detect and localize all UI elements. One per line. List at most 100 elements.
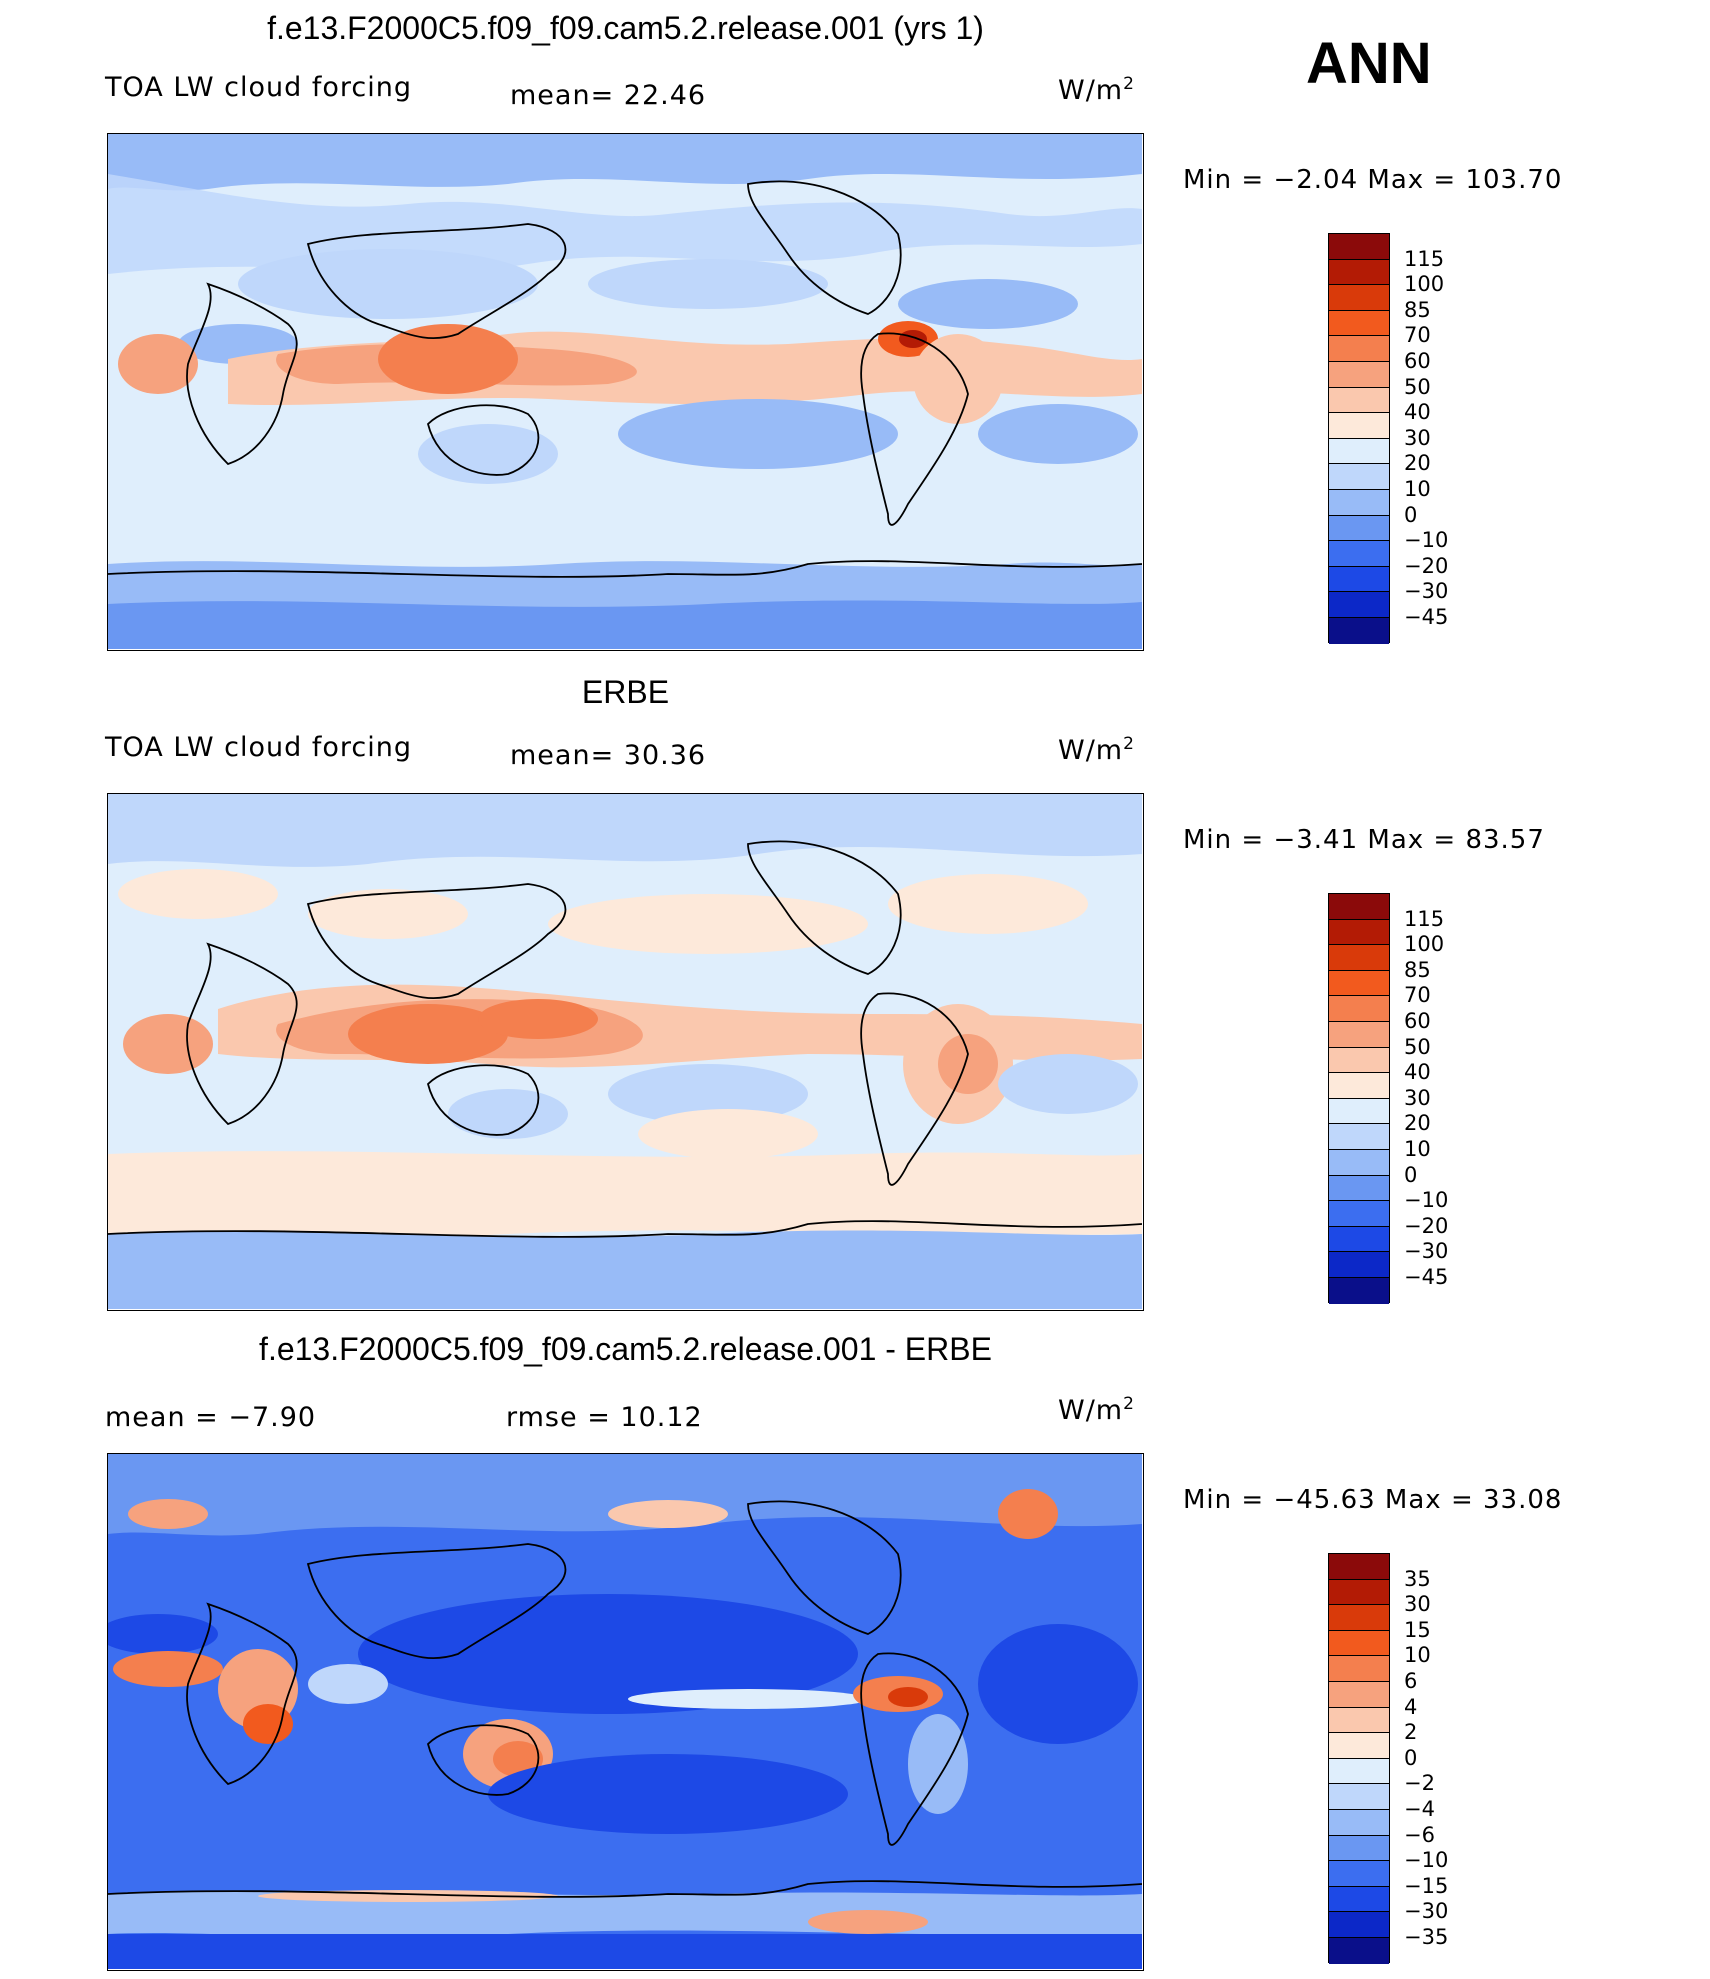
colorbar-tick-label: −45	[1404, 1265, 1449, 1289]
panel-3-title: f.e13.F2000C5.f09_f09.cam5.2.release.001…	[259, 1331, 992, 1367]
panel-1-units: W/m2	[1058, 74, 1135, 106]
panel-3-rmse-label: rmse = 10.12	[506, 1402, 703, 1433]
colorbar-segment	[1329, 1277, 1389, 1304]
panel-1-map	[107, 133, 1144, 651]
panel-1-variable-label: TOA LW cloud forcing	[105, 72, 412, 103]
colorbar-tick-label: 4	[1404, 1694, 1418, 1719]
colorbar-tick-label: −10	[1404, 1188, 1449, 1213]
colorbar-segment	[1329, 945, 1389, 971]
colorbar-segment	[1329, 894, 1389, 920]
colorbar-segment	[1329, 464, 1389, 490]
colorbar-segment	[1329, 1937, 1389, 1964]
colorbar-tick-label: −30	[1404, 579, 1449, 604]
colorbar-segment	[1329, 996, 1389, 1022]
colorbar-segment	[1329, 1149, 1389, 1176]
colorbar-segment	[1329, 515, 1389, 542]
colorbar-segment	[1329, 1886, 1389, 1913]
panel-1-title: f.e13.F2000C5.f09_f09.cam5.2.release.001…	[267, 10, 984, 46]
colorbar-segment	[1329, 1835, 1389, 1862]
colorbar-segment	[1329, 1021, 1389, 1048]
colorbar-segment	[1329, 1912, 1389, 1938]
colorbar-segment	[1329, 1630, 1389, 1657]
colorbar-segment	[1329, 1758, 1389, 1785]
colorbar-tick-label: 20	[1404, 1111, 1431, 1136]
season-label: ANN	[1306, 31, 1432, 96]
colorbar-segment	[1329, 1124, 1389, 1150]
colorbar-tick-label: −30	[1404, 1239, 1449, 1264]
colorbar-segment	[1329, 617, 1389, 644]
colorbar-segment	[1329, 1098, 1389, 1125]
colorbar-tick-label: 30	[1404, 1085, 1431, 1110]
colorbar-segment	[1329, 1579, 1389, 1606]
colorbar-segment	[1329, 1861, 1389, 1887]
colorbar-tick-label: 10	[1404, 1137, 1431, 1161]
colorbar-tick-label: 30	[1404, 425, 1431, 450]
panel-3-map	[107, 1453, 1144, 1971]
colorbar-segment	[1329, 361, 1389, 388]
colorbar-segment	[1329, 1047, 1389, 1074]
colorbar-segment	[1329, 919, 1389, 946]
panel-3-units: W/m2	[1058, 1394, 1135, 1426]
panel-3-mean-label: mean = −7.90	[105, 1402, 317, 1433]
panel-2-mean-label: mean= 30.36	[510, 740, 707, 771]
panel-2-variable-label: TOA LW cloud forcing	[105, 732, 412, 763]
colorbar-tick-label: 2	[1404, 1720, 1418, 1745]
panel-2-map	[107, 793, 1144, 1311]
colorbar-tick-label: 10	[1404, 1643, 1431, 1668]
colorbar-segment	[1329, 1707, 1389, 1734]
colorbar-tick-label: 85	[1404, 957, 1431, 982]
colorbar-tick-label: −2	[1404, 1771, 1435, 1796]
colorbar-tick-label: 40	[1404, 1060, 1431, 1085]
colorbar-tick-label: 20	[1404, 451, 1431, 476]
colorbar-segment	[1329, 1681, 1389, 1708]
colorbar-tick-label: −30	[1404, 1899, 1449, 1924]
colorbar-segment	[1329, 1201, 1389, 1227]
colorbar-tick-label: −20	[1404, 1213, 1449, 1238]
colorbar-segment	[1329, 310, 1389, 337]
colorbar-tick-label: 115	[1404, 246, 1445, 271]
colorbar-tick-label: −10	[1404, 1848, 1449, 1873]
colorbar-segment	[1329, 1252, 1389, 1278]
colorbar-segment	[1329, 489, 1389, 516]
panel-2-title: ERBE	[581, 674, 670, 710]
panel-2-colorbar	[1328, 893, 1390, 1304]
colorbar-tick-label: 40	[1404, 400, 1431, 425]
panel-1-mean-label: mean= 22.46	[510, 80, 707, 111]
colorbar-tick-label: 0	[1404, 1162, 1418, 1187]
colorbar-tick-label: −20	[1404, 553, 1449, 578]
colorbar-tick-label: 0	[1404, 1745, 1418, 1770]
colorbar-segment	[1329, 1656, 1389, 1682]
colorbar-segment	[1329, 234, 1389, 260]
colorbar-segment	[1329, 566, 1389, 593]
colorbar-segment	[1329, 1073, 1389, 1099]
panel-3-colorbar	[1328, 1553, 1390, 1964]
colorbar-tick-label: −35	[1404, 1925, 1449, 1949]
panel-2-min-max: Min = −3.41 Max = 83.57	[1183, 825, 1545, 855]
colorbar-segment	[1329, 438, 1389, 465]
colorbar-tick-label: 85	[1404, 297, 1431, 322]
colorbar-segment	[1329, 592, 1389, 618]
colorbar-tick-label: 100	[1404, 932, 1445, 957]
colorbar-tick-label: 70	[1404, 323, 1431, 348]
colorbar-tick-label: 50	[1404, 1034, 1431, 1059]
colorbar-segment	[1329, 541, 1389, 567]
panel-2-units: W/m2	[1058, 734, 1135, 766]
colorbar-segment	[1329, 285, 1389, 311]
colorbar-tick-label: −6	[1404, 1822, 1435, 1847]
colorbar-segment	[1329, 336, 1389, 362]
panel-1-min-max: Min = −2.04 Max = 103.70	[1183, 165, 1563, 195]
panel-3-min-max: Min = −45.63 Max = 33.08	[1183, 1485, 1563, 1515]
colorbar-segment	[1329, 970, 1389, 997]
colorbar-tick-label: 6	[1404, 1669, 1418, 1693]
colorbar-segment	[1329, 1226, 1389, 1253]
colorbar-tick-label: 115	[1404, 906, 1445, 931]
colorbar-segment	[1329, 259, 1389, 286]
colorbar-segment	[1329, 1605, 1389, 1631]
panel-1-colorbar	[1328, 233, 1390, 644]
colorbar-tick-label: 70	[1404, 983, 1431, 1008]
colorbar-tick-label: 15	[1404, 1617, 1431, 1642]
colorbar-tick-label: 10	[1404, 477, 1431, 501]
colorbar-tick-label: 100	[1404, 272, 1445, 297]
colorbar-segment	[1329, 1809, 1389, 1836]
colorbar-tick-label: 60	[1404, 1009, 1431, 1033]
